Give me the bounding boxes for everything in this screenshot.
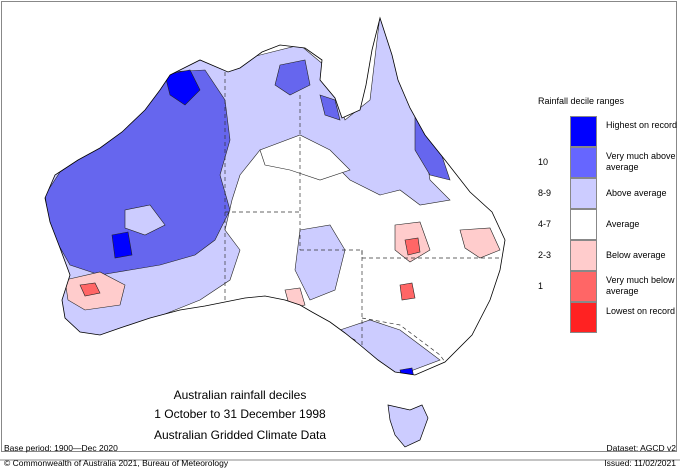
- legend-swatch-below: [570, 240, 597, 271]
- legend-swatch-above: [570, 178, 597, 209]
- legend-decile: 10: [538, 157, 549, 167]
- legend-swatch-lowest: [570, 302, 597, 333]
- legend-decile: 2-3: [538, 250, 552, 260]
- map-title: Australian rainfall deciles: [173, 388, 307, 402]
- issued-date: Issued: 11/02/2021: [604, 458, 676, 468]
- legend-swatch-highest: [570, 116, 597, 147]
- legend-label: Above average: [606, 188, 667, 198]
- legend-label: Very much below average: [606, 275, 675, 296]
- legend-label: Average: [606, 219, 640, 229]
- legend-swatch-very-much-below: [570, 271, 597, 302]
- dataset: Dataset: AGCD v2: [606, 443, 676, 453]
- legend-title: Rainfall decile ranges: [538, 96, 625, 106]
- very-much-above-average-region-west: [45, 69, 231, 276]
- legend-decile: 4-7: [538, 219, 552, 229]
- base-period: Base period: 1900—Dec 2020: [4, 443, 118, 453]
- legend-label: Very much above average: [606, 151, 676, 172]
- copyright: © Commonwealth of Australia 2021, Bureau…: [4, 458, 229, 468]
- map-subtitle: Australian Gridded Climate Data: [153, 428, 327, 442]
- legend-label: Highest on record: [606, 120, 678, 130]
- legend-label: Lowest on record: [606, 306, 676, 316]
- legend-decile: 1: [538, 281, 544, 291]
- highest-on-record-region: [164, 69, 201, 106]
- legend-swatch-very-much-above: [570, 147, 597, 178]
- legend-label: Below average: [606, 250, 666, 260]
- map-frame: [1, 1, 677, 452]
- legend-swatch-average: [570, 209, 597, 240]
- legend-decile: 8-9: [538, 188, 552, 198]
- state-borders: [224, 72, 500, 363]
- tasmania: [387, 404, 429, 448]
- map-period: 1 October to 31 December 1998: [154, 407, 326, 421]
